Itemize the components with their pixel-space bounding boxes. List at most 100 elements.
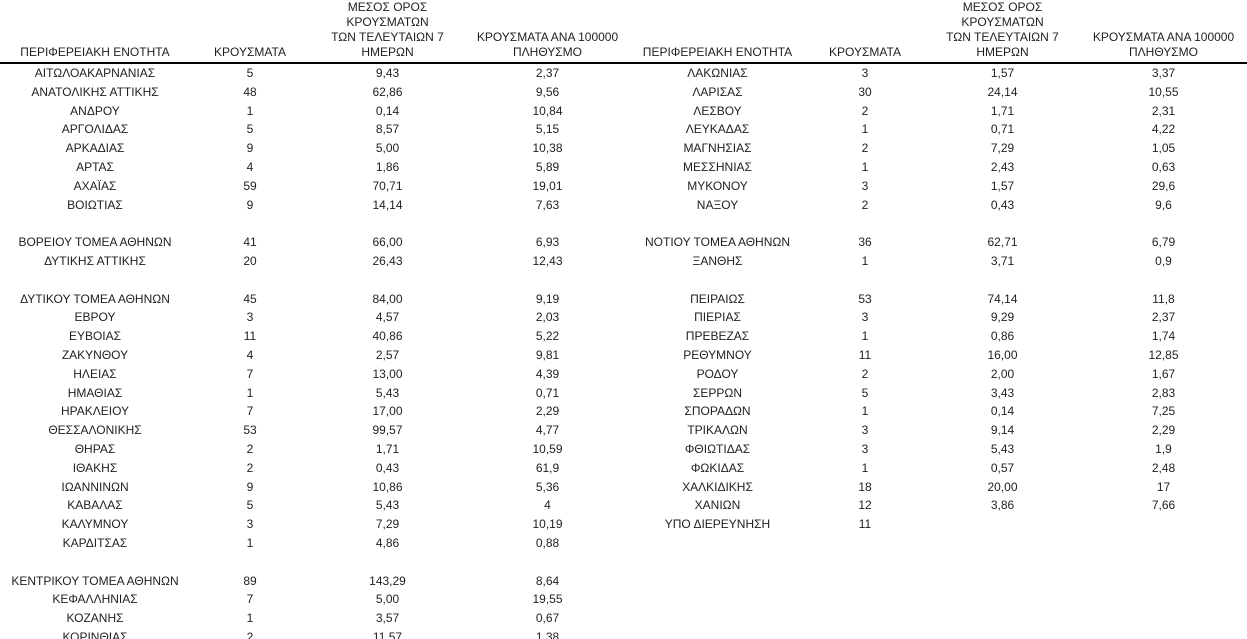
- region-name-cell: ΣΠΟΡΑΔΩΝ: [684, 404, 751, 419]
- avg7-cell: 0,43: [375, 460, 400, 475]
- avg7-cell: 8,57: [375, 122, 400, 137]
- cases-cell: 11: [243, 329, 257, 344]
- per100k-cell: 29,6: [1151, 178, 1176, 193]
- cases-cell: 53: [858, 291, 872, 306]
- avg7-cell: 4,86: [375, 535, 400, 550]
- per100k-cell: 2,83: [1151, 385, 1176, 400]
- per100k-cell: 19,01: [532, 178, 563, 193]
- table-row: ΒΟΙΩΤΙΑΣ 9 14,14 7,63 ΝΑΞΟΥ 2 0,43 9,6: [0, 196, 1247, 215]
- table-row: ΚΕΝΤΡΙΚΟΥ ΤΟΜΕΑ ΑΘΗΝΩΝ 89 143,29 8,64: [0, 572, 1247, 591]
- cases-cell: 1: [246, 385, 254, 400]
- region-name-cell: ΑΡΤΑΣ: [76, 159, 114, 174]
- per100k-cell: 61,9: [535, 460, 560, 475]
- avg7-cell: 9,29: [990, 310, 1015, 325]
- cases-cell: 1: [246, 611, 254, 626]
- per100k-cell: 6,79: [1151, 235, 1176, 250]
- region-name-cell: ΘΗΡΑΣ: [74, 441, 116, 456]
- avg7-cell: 143,29: [369, 573, 406, 588]
- avg7-cell: 3,57: [375, 611, 400, 626]
- table-row: ΚΟΖΑΝΗΣ 1 3,57 0,67: [0, 609, 1247, 628]
- per100k-cell: [1080, 572, 1247, 591]
- region-name-cell: [630, 534, 805, 553]
- avg7-cell: 0,14: [375, 103, 400, 118]
- avg7-cell: 7,29: [375, 517, 400, 532]
- avg7-cell: 0,57: [990, 460, 1015, 475]
- avg7-cell: 5,00: [375, 141, 400, 156]
- cases-cell: 3: [861, 441, 869, 456]
- col-header-cases-left: ΚΡΟΥΣΜΑΤΑ: [190, 0, 310, 64]
- cases-cell: 2: [861, 197, 869, 212]
- cases-cell: 12: [858, 498, 872, 513]
- per100k-cell: 10,38: [532, 141, 563, 156]
- region-name-cell: ΛΕΣΒΟΥ: [693, 103, 742, 118]
- per100k-cell: 10,84: [532, 103, 563, 118]
- cases-cell: 41: [243, 235, 257, 250]
- table-row: ΗΛΕΙΑΣ 7 13,00 4,39 ΡΟΔΟΥ 2 2,00 1,67: [0, 365, 1247, 384]
- avg7-cell: 0,14: [990, 404, 1015, 419]
- avg7-cell: 24,14: [987, 84, 1018, 99]
- per100k-cell: 17: [1156, 479, 1171, 494]
- cases-cell: 2: [861, 141, 869, 156]
- col-header-per100k-left: ΚΡΟΥΣΜΑΤΑ ΑΝΑ 100000 ΠΛΗΘΥΣΜΟ: [465, 0, 630, 64]
- per100k-cell: 5,36: [535, 479, 560, 494]
- cases-cell: 7: [246, 404, 254, 419]
- avg7-cell: 5,43: [990, 441, 1015, 456]
- cases-cell: 9: [246, 197, 254, 212]
- table-row: ΚΟΡΙΝΘΙΑΣ 2 11,57 1,38: [0, 628, 1247, 639]
- table-row: ΒΟΡΕΙΟΥ ΤΟΜΕΑ ΑΘΗΝΩΝ 41 66,00 6,93 ΝΟΤΙΟ…: [0, 233, 1247, 252]
- cases-cell: [805, 534, 925, 553]
- per100k-cell: 19,55: [532, 592, 563, 607]
- avg7-cell: 11,57: [372, 629, 403, 639]
- cases-cell: [805, 590, 925, 609]
- per100k-cell: [1080, 553, 1247, 572]
- cases-cell: [805, 271, 925, 290]
- cases-cell: 3: [246, 517, 254, 532]
- region-name-cell: ΕΒΡΟΥ: [74, 310, 116, 325]
- avg7-cell: 74,14: [987, 291, 1018, 306]
- table-row: ΚΑΒΑΛΑΣ 5 5,43 4 ΧΑΝΙΩΝ 12 3,86 7,66: [0, 496, 1247, 515]
- avg7-cell: [925, 628, 1080, 639]
- region-name-cell: ΡΟΔΟΥ: [696, 366, 739, 381]
- per100k-cell: 8,64: [535, 573, 560, 588]
- table-row: ΑΡΚΑΔΙΑΣ 9 5,00 10,38 ΜΑΓΝΗΣΙΑΣ 2 7,29 1…: [0, 139, 1247, 158]
- cases-cell: 3: [861, 66, 869, 80]
- region-name-cell: ΑΙΤΩΛΟΑΚΑΡΝΑΝΙΑΣ: [34, 66, 156, 80]
- avg7-cell: 9,43: [375, 66, 400, 80]
- region-name-cell: ΒΟΙΩΤΙΑΣ: [67, 197, 123, 212]
- per100k-cell: 1,67: [1151, 366, 1176, 381]
- region-name-cell: ΜΑΓΝΗΣΙΑΣ: [683, 141, 752, 156]
- per100k-cell: 3,37: [1151, 66, 1176, 80]
- table-row: ΔΥΤΙΚΟΥ ΤΟΜΕΑ ΑΘΗΝΩΝ 45 84,00 9,19 ΠΕΙΡΑ…: [0, 290, 1247, 309]
- cases-cell: 7: [246, 592, 254, 607]
- avg7-cell: 62,86: [372, 84, 403, 99]
- avg7-cell: 14,14: [372, 197, 403, 212]
- region-name-cell: [630, 214, 805, 233]
- table-row: ΑΙΤΩΛΟΑΚΑΡΝΑΝΙΑΣ 5 9,43 2,37 ΛΑΚΩΝΙΑΣ 3 …: [0, 63, 1247, 83]
- region-name-cell: ΠΡΕΒΕΖΑΣ: [685, 329, 750, 344]
- region-name-cell: ΛΕΥΚΑΔΑΣ: [685, 122, 750, 137]
- avg7-cell: 1,57: [990, 178, 1015, 193]
- avg7-cell: 7,29: [990, 141, 1015, 156]
- per100k-cell: 7,63: [535, 197, 560, 212]
- avg7-cell: 10,86: [372, 479, 403, 494]
- per100k-cell: 4: [544, 498, 551, 513]
- cases-cell: 53: [243, 423, 257, 438]
- per100k-cell: 10,19: [532, 517, 563, 532]
- avg7-cell: 1,71: [375, 441, 400, 456]
- cases-cell: 3: [861, 178, 869, 193]
- region-name-cell: [630, 271, 805, 290]
- avg7-cell: [925, 572, 1080, 591]
- region-name-cell: ΜΥΚΟΝΟΥ: [687, 178, 748, 193]
- avg7-cell: [310, 553, 465, 572]
- region-name-cell: ΚΟΖΑΝΗΣ: [66, 611, 124, 626]
- region-name-cell: ΞΑΝΘΗΣ: [692, 253, 743, 268]
- region-name-cell: ΗΜΑΘΙΑΣ: [67, 385, 123, 400]
- col-header-region-right: ΠΕΡΙΦΕΡΕΙΑΚΗ ΕΝΟΤΗΤΑ: [630, 0, 805, 64]
- table-row: ΘΕΣΣΑΛΟΝΙΚΗΣ 53 99,57 4,77 ΤΡΙΚΑΛΩΝ 3 9,…: [0, 421, 1247, 440]
- per100k-cell: 5,22: [535, 329, 560, 344]
- region-name-cell: ΤΡΙΚΑΛΩΝ: [687, 423, 748, 438]
- region-name-cell: ΕΥΒΟΙΑΣ: [68, 329, 122, 344]
- region-name-cell: ΧΑΛΚΙΔΙΚΗΣ: [682, 479, 753, 494]
- avg7-cell: 5,43: [375, 385, 400, 400]
- per100k-cell: 10,55: [1148, 84, 1179, 99]
